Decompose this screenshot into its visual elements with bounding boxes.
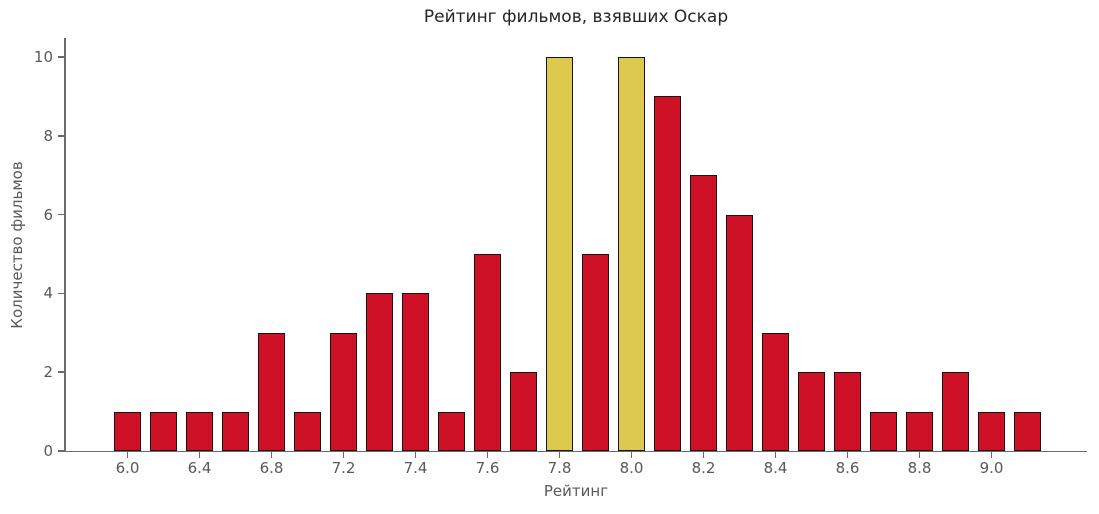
y-tick-mark <box>58 371 64 373</box>
x-tick-label: 7.2 <box>331 459 356 477</box>
bar <box>294 411 321 451</box>
bar <box>726 214 753 451</box>
y-axis-label: Количество фильмов <box>8 161 26 329</box>
x-tick-label: 8.4 <box>763 459 788 477</box>
x-tick-mark <box>486 452 489 458</box>
x-tick-mark <box>774 452 777 458</box>
bar <box>366 293 393 451</box>
highlighted-bar <box>618 57 645 451</box>
x-tick-label: 7.6 <box>475 459 500 477</box>
bar <box>870 411 897 451</box>
x-axis-label: Рейтинг <box>543 482 609 500</box>
x-tick-label: 7.4 <box>403 459 428 477</box>
x-tick-mark <box>702 452 705 458</box>
y-tick-label: 0 <box>43 442 53 460</box>
y-tick-label: 6 <box>43 205 53 224</box>
x-tick-label: 7.8 <box>547 459 572 477</box>
chart-title: Рейтинг фильмов, взявших Оскар <box>423 7 729 27</box>
bar <box>690 175 717 451</box>
y-tick-label: 8 <box>43 126 53 145</box>
x-axis-spine <box>64 450 1087 453</box>
x-tick-mark <box>414 452 417 458</box>
x-tick-mark <box>270 452 273 458</box>
x-tick-label: 8.0 <box>619 459 644 477</box>
bar <box>1014 411 1041 451</box>
bar <box>402 293 429 451</box>
bar <box>258 332 285 451</box>
bar <box>114 411 141 451</box>
y-axis-spine <box>64 38 66 452</box>
bar <box>438 411 465 451</box>
x-tick-mark <box>342 452 345 458</box>
bar <box>762 332 789 451</box>
y-tick-mark <box>58 213 64 216</box>
x-tick-mark <box>990 452 993 458</box>
bar <box>510 372 537 451</box>
x-tick-mark <box>846 452 849 458</box>
y-tick-mark <box>58 135 64 137</box>
y-tick-label: 2 <box>43 363 53 382</box>
y-tick-label: 4 <box>43 284 53 303</box>
y-tick-mark <box>58 450 64 452</box>
x-tick-mark <box>558 452 561 458</box>
y-tick-mark <box>58 292 64 295</box>
x-tick-mark <box>198 452 201 458</box>
bar <box>906 411 933 451</box>
bar <box>186 411 213 451</box>
x-tick-label: 6.4 <box>187 459 212 477</box>
x-tick-label: 6.8 <box>259 459 284 477</box>
x-tick-label: 8.6 <box>835 459 860 477</box>
bar <box>654 96 681 451</box>
y-tick-label: 10 <box>33 48 53 66</box>
x-tick-label: 6.0 <box>115 459 140 477</box>
x-tick-mark <box>630 452 633 458</box>
highlighted-bar <box>546 57 573 451</box>
bar <box>474 254 501 451</box>
bar <box>150 411 177 451</box>
y-tick-mark <box>58 56 64 58</box>
bar <box>222 411 249 451</box>
x-tick-mark <box>918 452 921 458</box>
bar <box>978 411 1005 451</box>
x-tick-label: 8.2 <box>691 459 716 477</box>
bar <box>582 254 609 451</box>
bar <box>798 372 825 451</box>
bar <box>942 372 969 451</box>
x-tick-label: 9.0 <box>979 459 1004 477</box>
x-tick-mark <box>126 452 129 458</box>
bar <box>834 372 861 451</box>
bar <box>330 332 357 451</box>
x-tick-label: 8.8 <box>907 459 932 477</box>
